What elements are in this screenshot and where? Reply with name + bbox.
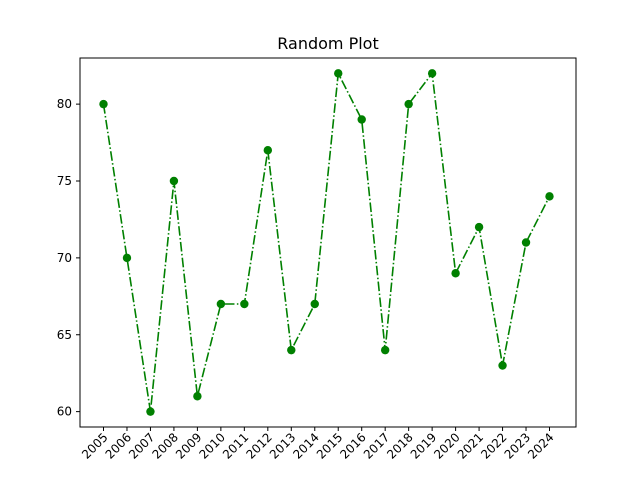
data-point (146, 407, 155, 416)
y-tick-label: 65 (57, 328, 72, 342)
data-point (404, 99, 413, 109)
data-point (498, 361, 507, 370)
chart-title: Random Plot (277, 34, 378, 53)
series-line (102, 72, 551, 413)
data-point (427, 69, 437, 78)
data-point (357, 115, 366, 124)
data-point (193, 392, 202, 401)
data-point (240, 299, 249, 309)
y-tick-label: 70 (57, 251, 72, 265)
data-point (474, 222, 484, 232)
data-point (216, 299, 226, 309)
data-point (545, 192, 554, 201)
data-point (521, 238, 531, 247)
data-point (263, 146, 273, 155)
data-point (310, 299, 319, 309)
data-point (99, 99, 108, 109)
data-point (287, 345, 296, 355)
data-point (334, 69, 343, 78)
data-point (451, 269, 460, 278)
data-point (380, 345, 390, 355)
data-point (169, 176, 179, 186)
y-tick-label: 80 (57, 97, 72, 111)
data-point (122, 253, 132, 263)
y-tick-label: 60 (57, 405, 72, 419)
axes-frame (79, 57, 577, 428)
y-tick-label: 75 (57, 174, 72, 188)
